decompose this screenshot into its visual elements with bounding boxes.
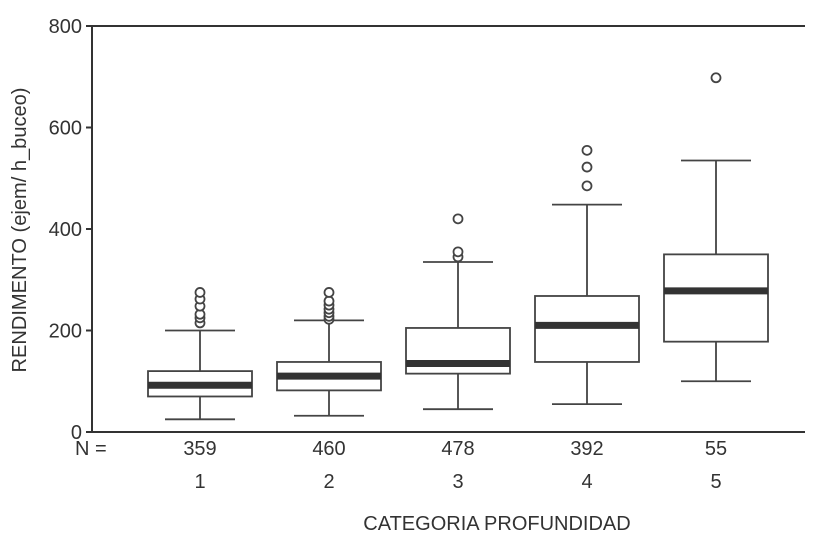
y-axis-title: RENDIMENTO (ejem/ h_buceo) [9, 88, 31, 373]
box-category-4 [534, 144, 640, 405]
y-tick-label: 600 [49, 118, 82, 140]
box-series [147, 72, 769, 421]
outlier-point [452, 213, 464, 225]
outlier-point [323, 295, 335, 307]
category-label: 5 [710, 471, 721, 493]
category-label: 2 [323, 471, 334, 493]
outlier-point [581, 144, 593, 156]
outlier-point [323, 287, 335, 298]
y-tick-label: 200 [49, 321, 82, 343]
n-count-label: 55 [705, 438, 727, 460]
outlier-point [710, 72, 722, 84]
n-count-label: 359 [183, 438, 216, 460]
outlier-point [581, 161, 593, 173]
y-tick-label: 400 [49, 219, 82, 241]
category-label: 3 [452, 471, 463, 493]
category-label: 4 [581, 471, 592, 493]
outlier-point [194, 287, 206, 298]
n-count-label: 460 [312, 438, 345, 460]
outlier-point [581, 180, 593, 192]
outlier-point [452, 246, 464, 258]
n-count-label: 478 [441, 438, 474, 460]
box-iqr [663, 253, 769, 343]
x-axis-title: CATEGORIA PROFUNDIDAD [363, 513, 630, 535]
box-category-1 [147, 287, 253, 421]
box-category-2 [276, 287, 382, 417]
box-category-5 [663, 72, 769, 383]
category-label: 1 [194, 471, 205, 493]
y-tick-label: 0 [71, 422, 82, 444]
n-count-label: 392 [570, 438, 603, 460]
box-category-3 [405, 213, 511, 411]
y-axis-ticks: 0 200 400 600 800 [49, 16, 92, 444]
y-tick-label: 800 [49, 16, 82, 38]
box-iqr [534, 295, 640, 363]
n-prefix-label: N = [75, 438, 107, 460]
